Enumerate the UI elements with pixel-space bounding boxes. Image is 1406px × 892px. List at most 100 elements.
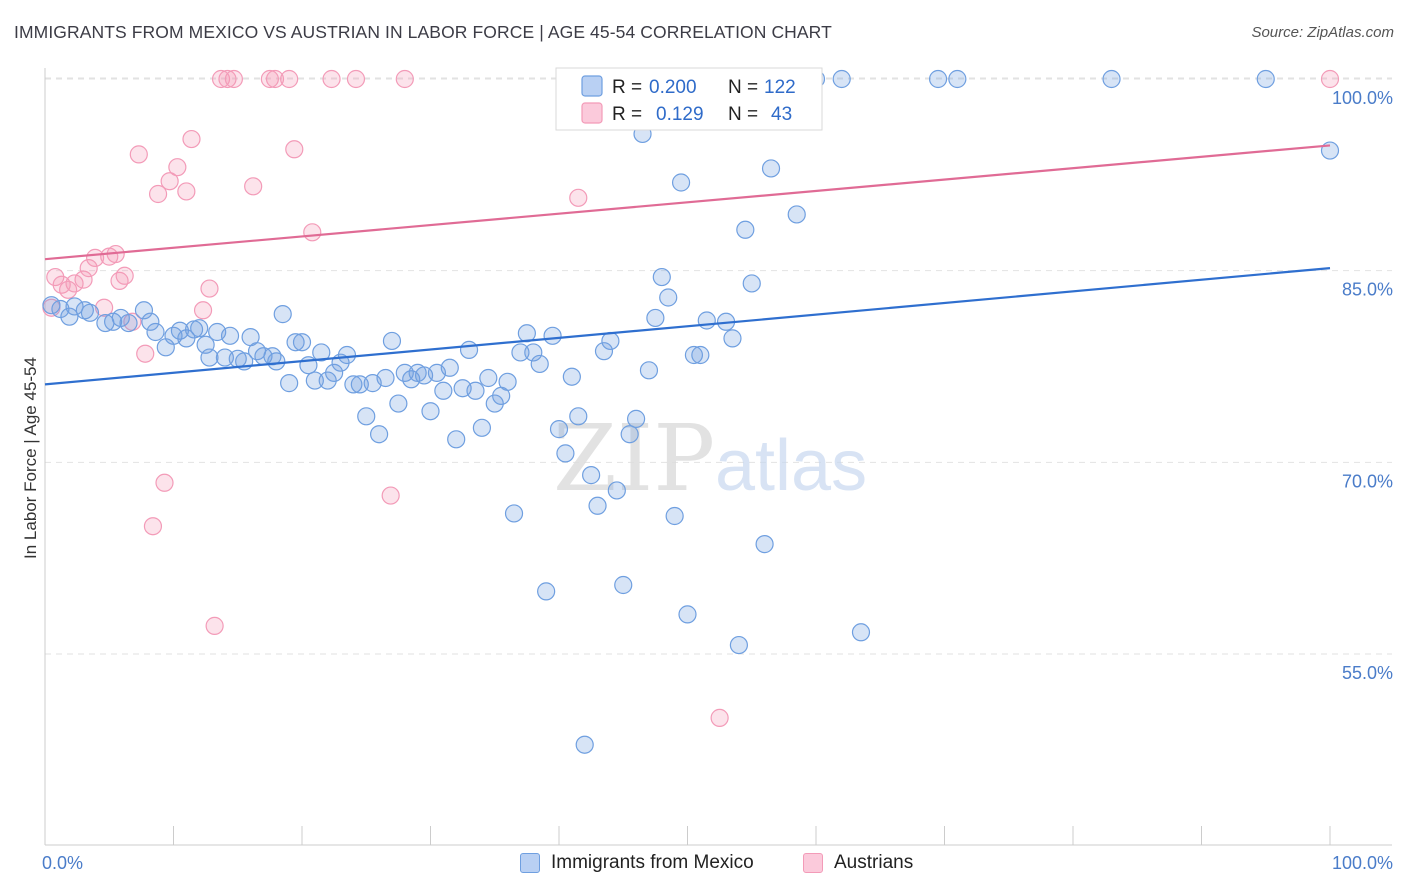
mexico-point-10 bbox=[134, 301, 154, 320]
mexico-point-4 bbox=[75, 301, 94, 320]
austrians-point-12 bbox=[115, 266, 134, 285]
mexico-point-106 bbox=[787, 205, 806, 224]
y-tick-label-2: 85.0% bbox=[1342, 280, 1393, 300]
mexico-point-114 bbox=[1320, 141, 1340, 160]
mexico-point-70 bbox=[524, 343, 543, 362]
mexico-point-95 bbox=[684, 345, 704, 365]
mexico-point-79 bbox=[582, 466, 601, 485]
mexico-point-20 bbox=[200, 348, 219, 367]
mexico-point-101 bbox=[729, 635, 749, 655]
austrians-point-16 bbox=[143, 517, 163, 536]
mexico-point-41 bbox=[337, 345, 357, 365]
austrians-point-4 bbox=[65, 274, 84, 293]
legend-n-label-1: N = bbox=[728, 77, 758, 98]
austrians-point-41 bbox=[710, 708, 729, 727]
mexico-point-111 bbox=[948, 69, 967, 89]
mexico-point-76 bbox=[562, 367, 581, 386]
axes bbox=[44, 68, 1392, 846]
austrians-point-22 bbox=[182, 129, 201, 149]
austrians-point-37 bbox=[381, 486, 400, 505]
mexico-point-81 bbox=[594, 342, 614, 361]
mexico-point-112 bbox=[1102, 69, 1121, 89]
legend-swatch-austrians bbox=[581, 102, 603, 124]
legend-r-value-2: 0.129 bbox=[656, 104, 704, 125]
austrians-point-19 bbox=[160, 172, 179, 191]
austrians-point-32 bbox=[280, 69, 299, 89]
mexico-point-75 bbox=[556, 444, 575, 463]
mexico-point-94 bbox=[678, 605, 697, 624]
mexico-point-18 bbox=[190, 319, 209, 338]
x-tick-label-1: 100.0% bbox=[1332, 853, 1393, 873]
mexico-point-88 bbox=[639, 361, 659, 380]
mexico-point-12 bbox=[146, 322, 165, 342]
mexico-point-0 bbox=[42, 296, 61, 315]
legend-swatch-mexico bbox=[581, 75, 603, 97]
mexico-point-82 bbox=[601, 331, 620, 351]
mexico-point-96 bbox=[691, 345, 710, 365]
legend-swatch-mexico-bottom bbox=[520, 853, 540, 873]
mexico-point-3 bbox=[65, 297, 84, 316]
mexico-point-63 bbox=[479, 368, 498, 388]
mexico-point-36 bbox=[305, 371, 324, 390]
mexico-point-108 bbox=[832, 69, 851, 89]
mexico-point-9 bbox=[119, 313, 138, 333]
austrians-point-27 bbox=[218, 69, 237, 89]
mexico-point-73 bbox=[543, 326, 562, 345]
trend-lines bbox=[44, 144, 1331, 386]
austrians-point-28 bbox=[224, 69, 243, 89]
legend-swatch-austrians-bottom bbox=[803, 853, 823, 873]
legend-label-mexico: Immigrants from Mexico bbox=[551, 852, 754, 873]
mexico-point-83 bbox=[607, 481, 626, 500]
mexico-point-92 bbox=[665, 506, 684, 526]
austrians-point-35 bbox=[322, 69, 341, 89]
mexico-point-2 bbox=[60, 307, 79, 326]
mexico-point-37 bbox=[312, 343, 331, 362]
austrians-point-40 bbox=[569, 188, 588, 207]
legend-n-value-2: 43 bbox=[771, 104, 792, 125]
austrians-point-23 bbox=[193, 301, 213, 320]
austrians-point-11 bbox=[110, 271, 129, 290]
mexico-point-49 bbox=[389, 394, 408, 413]
watermark: ZIP atlas bbox=[553, 405, 867, 512]
mexico-point-72 bbox=[537, 582, 556, 601]
source-label: Source: ZipAtlas.com bbox=[1251, 24, 1394, 41]
mexico-point-61 bbox=[466, 381, 485, 400]
mexico-point-68 bbox=[511, 343, 530, 362]
mexico-point-100 bbox=[723, 329, 742, 348]
mexico-point-42 bbox=[344, 375, 363, 394]
mexico-point-56 bbox=[434, 381, 453, 400]
mexico-point-47 bbox=[376, 368, 395, 388]
mexico-point-90 bbox=[652, 267, 671, 287]
legend-r-value-1: 0.200 bbox=[649, 77, 697, 98]
legend-r-label-2: R = bbox=[612, 104, 642, 125]
mexico-point-80 bbox=[588, 496, 607, 515]
data-points bbox=[42, 69, 1340, 754]
mexico-point-32 bbox=[280, 374, 299, 393]
y-tick-label-0: 55.0% bbox=[1342, 663, 1393, 683]
mexico-point-109 bbox=[851, 623, 871, 642]
austrians-point-38 bbox=[395, 69, 414, 89]
mexico-point-31 bbox=[273, 305, 292, 324]
mexico-point-89 bbox=[646, 308, 665, 328]
mexico-point-46 bbox=[370, 425, 389, 444]
legend-item-austrians: Austrians bbox=[803, 852, 913, 874]
mexico-point-102 bbox=[736, 220, 755, 239]
mexico-point-5 bbox=[80, 303, 100, 322]
mexico-point-58 bbox=[447, 430, 466, 449]
mexico-point-30 bbox=[267, 352, 286, 371]
mexico-point-34 bbox=[292, 333, 312, 352]
mexico-point-97 bbox=[697, 311, 716, 330]
austrians-point-31 bbox=[265, 69, 285, 89]
austrians-point-21 bbox=[177, 182, 196, 201]
austrians-point-25 bbox=[205, 616, 224, 635]
austrians-point-29 bbox=[244, 177, 263, 196]
mexico-point-62 bbox=[472, 418, 491, 437]
austrians-point-14 bbox=[129, 145, 148, 164]
mexico-point-39 bbox=[325, 363, 344, 382]
legend-n-label-2: N = bbox=[728, 104, 758, 125]
austrians-point-5 bbox=[74, 270, 93, 289]
mexico-point-54 bbox=[421, 402, 440, 421]
mexico-point-60 bbox=[459, 340, 479, 359]
mexico-trend-line bbox=[44, 267, 1331, 386]
